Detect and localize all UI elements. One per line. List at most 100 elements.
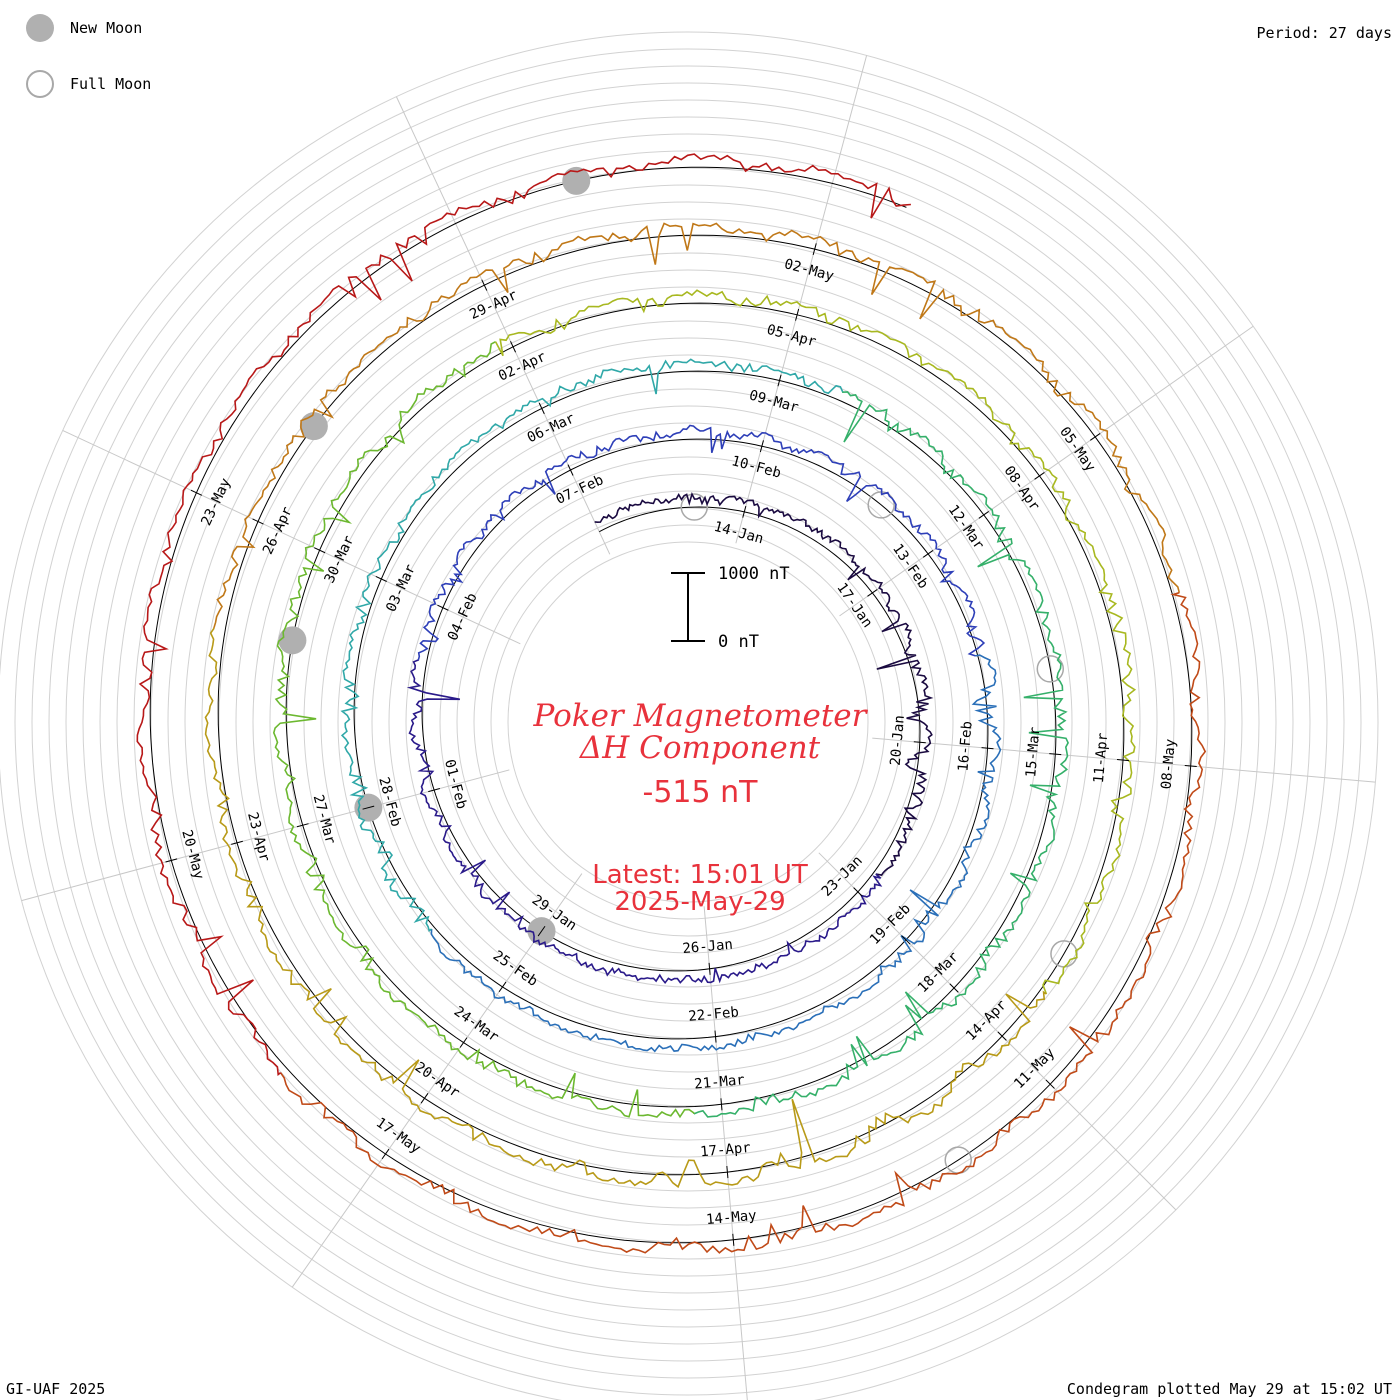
date-tick (1034, 472, 1045, 480)
grid-circle (405, 439, 971, 1005)
trace-segment (406, 658, 883, 984)
date-label: 16-Feb (955, 720, 975, 772)
grid-circle (507, 541, 869, 903)
trace-segment (272, 340, 695, 1119)
trace-segment (430, 654, 1002, 1053)
date-label: 06-Mar (525, 410, 578, 446)
grid-spoke (395, 96, 611, 555)
date-tick (165, 858, 178, 863)
date-tick (913, 741, 926, 744)
baseline-spiral (149, 166, 1193, 1244)
date-tick (313, 547, 326, 554)
date-label: 15-Mar (1023, 726, 1043, 778)
footer-plot-time: Condegram plotted May 29 at 15:02 UT (1066, 1380, 1392, 1398)
grid-circle (99, 133, 1277, 1311)
grid-spoke (818, 852, 1177, 1211)
grid-circle (14, 48, 1362, 1396)
grid-circle (473, 507, 903, 937)
chart-title: Poker Magnetometer (533, 698, 867, 734)
date-tick (1184, 764, 1197, 768)
date-label: 03-Mar (383, 562, 419, 615)
grid-circle (252, 286, 1124, 1158)
baseline-spiral-line (149, 166, 1193, 1244)
trace-segment (340, 358, 844, 933)
grid-circle (184, 218, 1192, 1226)
grid-circle (388, 422, 988, 1022)
full-moon-marker (1036, 655, 1065, 683)
trace-segment (279, 591, 1207, 1254)
new-moon-marker (562, 166, 591, 195)
trace-segment (204, 627, 1047, 1189)
date-tick (1045, 1079, 1055, 1089)
date-label: 30-Mar (322, 533, 358, 586)
polar-grid (0, 31, 1379, 1400)
date-label: 02-May (783, 256, 836, 285)
legend-full-moon-label: Full Moon (70, 75, 152, 93)
date-tick (949, 983, 959, 993)
date-tick (510, 341, 517, 353)
scale-bar: 1000 nT 0 nT (671, 564, 790, 652)
date-label: 26-Jan (682, 937, 734, 957)
date-tick (538, 402, 545, 415)
date-tick (981, 747, 994, 750)
grid-circle (201, 235, 1175, 1209)
date-label: 07-Feb (554, 472, 607, 508)
date-tick (362, 805, 375, 810)
scale-bar-bottom-label: 0 nT (718, 632, 759, 652)
date-label: 09-Mar (747, 387, 800, 416)
date-tick (742, 505, 747, 518)
grid-circle (48, 82, 1328, 1362)
legend-full-moon: Full Moon (26, 70, 151, 98)
latest-date: 2025-May-29 (614, 887, 786, 917)
date-tick (978, 511, 990, 519)
date-tick (190, 489, 203, 496)
grid-spoke (703, 906, 748, 1400)
grid-circle (354, 388, 1022, 1056)
date-tick (375, 575, 387, 582)
trace-segment (693, 391, 1069, 1118)
date-label: 21-Mar (694, 1072, 746, 1092)
date-tick (720, 1098, 723, 1111)
scale-bar-top-label: 1000 nT (718, 564, 790, 584)
trace-segment (594, 491, 934, 876)
grid-circle (0, 31, 1379, 1400)
date-tick (481, 279, 488, 291)
date-label: 26-Apr (260, 504, 296, 557)
new-moon-marker (278, 626, 307, 655)
date-tick (1116, 759, 1130, 762)
grid-circle (303, 337, 1073, 1107)
current-value: -515 nT (642, 775, 758, 810)
full-moon-icon (26, 70, 54, 98)
date-tick (795, 308, 800, 321)
period-label: Period: 27 days (1256, 24, 1392, 42)
grid-circle (65, 99, 1311, 1345)
grid-spoke (839, 325, 1254, 617)
date-label: 02-Apr (496, 349, 549, 385)
grid-circle (167, 201, 1209, 1243)
grid-circle (320, 354, 1056, 1090)
grid-circle (439, 473, 937, 971)
date-tick (714, 1030, 717, 1043)
date-tick (901, 935, 911, 945)
date-label: 23-May (198, 476, 234, 529)
trace-segment (494, 289, 1137, 995)
full-moon-marker (680, 493, 709, 521)
legend-new-moon: New Moon (26, 14, 142, 42)
date-label: 14-Jan (712, 519, 765, 548)
grid-circle (150, 184, 1226, 1260)
date-tick (759, 440, 764, 453)
date-tick (777, 374, 782, 387)
new-moon-icon (26, 14, 54, 42)
legend-new-moon-label: New Moon (70, 19, 143, 37)
grid-circle (456, 490, 920, 954)
date-tick (922, 550, 934, 558)
grid-circle (422, 456, 954, 988)
trace-segment (417, 424, 986, 661)
date-label: 14-May (705, 1208, 757, 1228)
date-tick (1090, 433, 1101, 441)
date-tick (296, 823, 309, 828)
date-tick (853, 887, 863, 897)
date-tick (537, 925, 546, 937)
date-label: 17-Apr (700, 1140, 752, 1160)
grid-circle (490, 524, 886, 920)
